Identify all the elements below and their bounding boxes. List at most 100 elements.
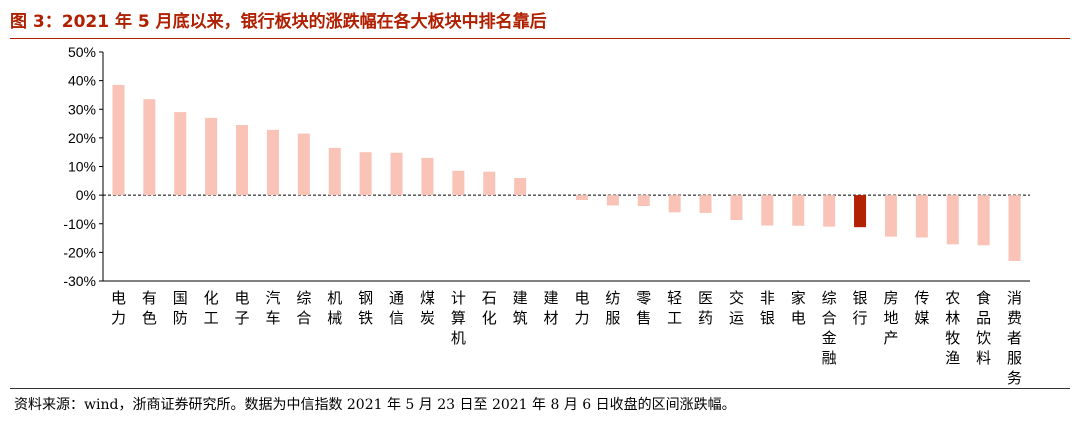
source-footnote: 资料来源：wind，浙商证券研究所。数据为中信指数 2021 年 5 月 23 … [14, 397, 736, 413]
bar-highlighted [854, 195, 867, 228]
x-tick-label-char: 地 [883, 309, 898, 327]
x-tick-label-char: 力 [574, 309, 589, 327]
x-tick-label-char: 筑 [513, 309, 528, 327]
x-tick-label-char: 铁 [358, 309, 373, 327]
bar [668, 195, 681, 213]
x-tick-label-char: 林 [945, 309, 960, 327]
bar [884, 195, 897, 237]
x-tick-label-char: 工 [667, 309, 682, 327]
x-tick-label-char: 交 [729, 289, 744, 307]
x-tick-label-char: 品 [976, 309, 991, 327]
x-tick-label-char: 子 [235, 309, 250, 327]
x-tick-label-char: 电 [574, 289, 589, 307]
bar [328, 147, 341, 196]
x-tick-label-char: 综 [296, 289, 311, 307]
x-tick-label-char: 电 [791, 309, 806, 327]
y-tick-label: 0% [76, 187, 96, 203]
bar [421, 157, 434, 196]
x-tick-label-char: 合 [296, 309, 311, 327]
bar [174, 112, 187, 196]
bar [915, 195, 928, 238]
x-tick-label-char: 银 [760, 309, 775, 327]
x-tick-label-char: 传 [914, 289, 929, 307]
x-tick-label-char: 服 [605, 309, 620, 327]
x-tick-label-char: 零 [636, 289, 651, 307]
x-tick-label-char: 售 [636, 309, 651, 327]
bar [236, 124, 249, 196]
y-tick-label: -10% [63, 216, 96, 232]
y-tick-label: 10% [68, 159, 96, 175]
y-tick-label: -20% [63, 244, 96, 260]
bar [730, 195, 743, 221]
x-tick-label-char: 非 [760, 289, 775, 307]
x-tick-label-char: 化 [482, 309, 497, 327]
x-tick-label-char: 材 [544, 309, 559, 327]
x-tick-label-char: 通 [389, 289, 404, 307]
bar [390, 152, 403, 196]
bar [761, 195, 774, 226]
bar [637, 195, 650, 207]
bar [977, 195, 990, 246]
x-tick-label-char: 家 [791, 289, 806, 307]
x-tick-label-char: 计 [451, 289, 466, 307]
x-tick-label-char: 电 [235, 289, 250, 307]
x-tick-label-char: 行 [853, 309, 868, 327]
x-tick-label-char: 食 [976, 289, 991, 307]
x-tick-label-char: 防 [173, 309, 188, 327]
x-tick-label-char: 煤 [420, 289, 435, 307]
x-tick-label-char: 消 [1007, 289, 1022, 307]
x-tick-label-char: 有 [142, 289, 157, 307]
x-tick-label-char: 融 [822, 349, 837, 367]
x-tick-label-char: 信 [389, 309, 404, 327]
x-tick-label-char: 电 [111, 289, 126, 307]
bar [359, 152, 372, 196]
x-tick-label-char: 纺 [605, 289, 620, 307]
x-tick-label-char: 费 [1007, 309, 1022, 327]
x-tick-label-char: 机 [327, 289, 342, 307]
x-tick-label-char: 钢 [358, 289, 373, 307]
chart-area: -30% -20% -10% 0% 10% 20% 30% 40% 50% 电力有色国防化工电子汽… [0, 40, 1080, 385]
bar [452, 170, 465, 196]
x-tick-label-char: 轻 [667, 289, 682, 307]
figure-title: 图 3：2021 年 5 月底以来，银行板块的涨跌幅在各大板块中排名靠后 [10, 12, 547, 32]
x-tick-label-char: 者 [1007, 329, 1022, 347]
x-tick-label-char: 建 [544, 289, 559, 307]
bar [575, 195, 588, 200]
y-tick-label: 50% [68, 44, 96, 60]
x-tick-label-char: 汽 [265, 289, 280, 307]
x-tick-label-char: 机 [451, 329, 466, 347]
bar [297, 133, 310, 196]
bar [514, 177, 527, 196]
bar [606, 195, 619, 206]
y-tick-label: 20% [68, 130, 96, 146]
x-tick-label-char: 石 [482, 289, 497, 307]
x-tick-label-char: 医 [698, 289, 713, 307]
x-tick-label-char: 国 [173, 289, 188, 307]
bar [143, 99, 156, 196]
x-tick-label-char: 综 [822, 289, 837, 307]
x-tick-label-char: 色 [142, 309, 157, 327]
y-tick-label: 30% [68, 101, 96, 117]
x-tick-label-char: 银 [853, 289, 868, 307]
x-tick-label-char: 媒 [914, 309, 929, 327]
x-tick-label-char: 械 [327, 309, 342, 327]
x-tick-label-char: 饮 [976, 329, 991, 347]
x-tick-label-char: 牧 [945, 329, 960, 347]
y-tick-label: -30% [63, 273, 96, 289]
x-tick-label-char: 房 [883, 289, 898, 307]
x-tick-label-char: 药 [698, 309, 713, 327]
bar-chart: -30%-20%-10%0%10%20%30%40%50%电力有色国防化工电子汽… [63, 44, 1030, 385]
x-tick-label-char: 力 [111, 309, 126, 327]
y-tick-label: 40% [68, 73, 96, 89]
x-tick-label-char: 金 [822, 329, 837, 347]
bar [946, 195, 959, 245]
x-tick-label-char: 渔 [945, 349, 960, 367]
x-tick-label-char: 合 [822, 309, 837, 327]
x-tick-label-char: 农 [945, 289, 960, 307]
footnote-divider [10, 388, 1070, 389]
x-tick-label-char: 炭 [420, 309, 435, 327]
bar [266, 129, 279, 196]
title-divider [10, 38, 1070, 39]
bar [792, 195, 805, 226]
bar [699, 195, 712, 213]
